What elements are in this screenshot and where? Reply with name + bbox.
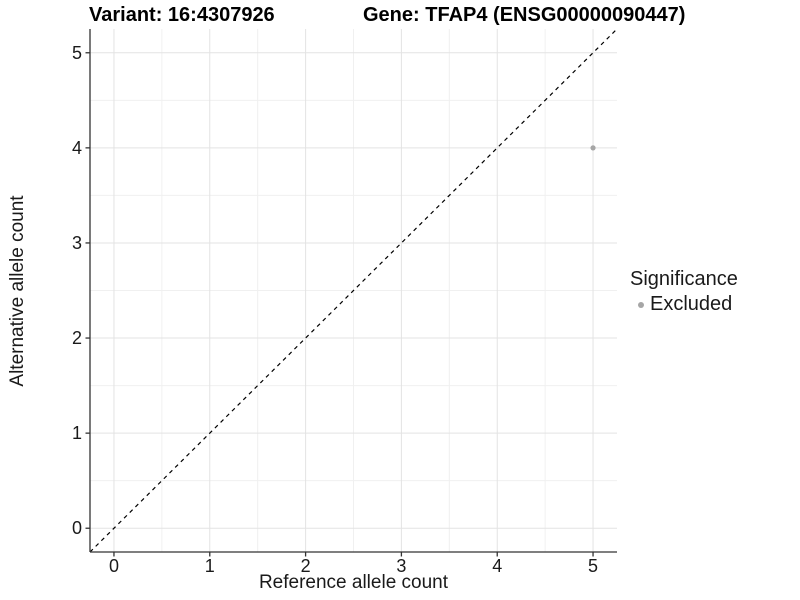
x-tick-label: 1: [205, 556, 215, 576]
legend: Significance Excluded: [630, 268, 738, 316]
y-axis-label: Alternative allele count: [7, 195, 28, 387]
y-tick-label: 0: [72, 518, 82, 538]
x-axis-label: Reference allele count: [258, 572, 449, 593]
x-tick-label: 0: [109, 556, 119, 576]
legend-item-excluded: Excluded: [630, 293, 738, 316]
x-tick-label: 3: [396, 556, 406, 576]
legend-item-label: Excluded: [650, 293, 733, 315]
legend-point-icon: [638, 301, 644, 308]
x-tick-label: 4: [492, 556, 502, 576]
x-tick-label: 2: [301, 556, 311, 576]
plot-title-variant: Variant: 16:4307926: [89, 4, 275, 26]
y-tick-label: 2: [72, 328, 82, 348]
identity-line: [89, 28, 618, 553]
y-tick-label: 4: [72, 138, 82, 158]
data-point: [590, 145, 596, 151]
y-tick-label: 5: [72, 43, 82, 63]
y-tick-label: 1: [72, 423, 82, 443]
plot-title-gene: Gene: TFAP4 (ENSG00000090447): [363, 4, 686, 26]
legend-title: Significance: [630, 268, 738, 290]
y-tick-label: 3: [72, 233, 82, 253]
x-tick-label: 5: [588, 556, 598, 576]
